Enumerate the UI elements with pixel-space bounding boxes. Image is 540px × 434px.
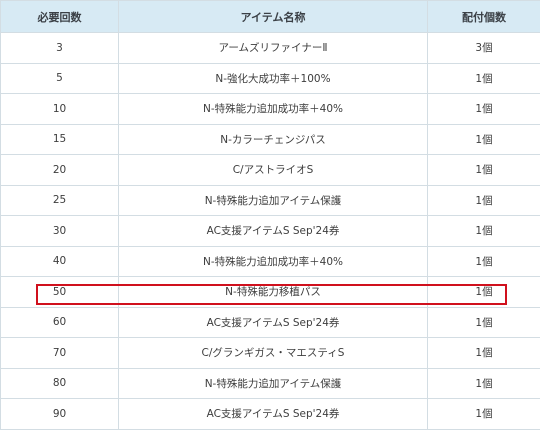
cell-item-name: N-強化大成功率＋100% xyxy=(118,62,428,94)
cell-required-count: 80 xyxy=(0,367,119,399)
cell-required-count: 40 xyxy=(0,245,119,277)
cell-item-name: AC支援アイテムS Sep'24券 xyxy=(118,215,428,247)
cell-quantity: 1個 xyxy=(427,184,540,216)
header-required-count: 必要回数 xyxy=(0,0,119,33)
header-quantity: 配付個数 xyxy=(427,0,540,33)
cell-required-count: 90 xyxy=(0,398,119,430)
cell-quantity: 1個 xyxy=(427,123,540,155)
cell-quantity: 1個 xyxy=(427,93,540,125)
table-row: 40 N-特殊能力追加成功率＋40% 1個 xyxy=(0,245,540,277)
table-row: 25 N-特殊能力追加アイテム保護 1個 xyxy=(0,184,540,216)
cell-required-count: 3 xyxy=(0,32,119,64)
cell-item-name: AC支援アイテムS Sep'24券 xyxy=(118,398,428,430)
cell-required-count: 10 xyxy=(0,93,119,125)
cell-quantity: 1個 xyxy=(427,215,540,247)
cell-required-count: 5 xyxy=(0,62,119,94)
table-header-row: 必要回数 アイテム名称 配付個数 xyxy=(0,0,540,33)
header-item-name: アイテム名称 xyxy=(118,0,428,33)
cell-required-count: 70 xyxy=(0,337,119,369)
cell-item-name: N-特殊能力追加成功率＋40% xyxy=(118,93,428,125)
table-row: 80 N-特殊能力追加アイテム保護 1個 xyxy=(0,367,540,399)
cell-item-name: N-特殊能力追加アイテム保護 xyxy=(118,184,428,216)
cell-item-name: N-カラーチェンジパス xyxy=(118,123,428,155)
table-row: 60 AC支援アイテムS Sep'24券 1個 xyxy=(0,306,540,338)
cell-required-count: 20 xyxy=(0,154,119,186)
cell-item-name: AC支援アイテムS Sep'24券 xyxy=(118,306,428,338)
table-row: 70 C/グランギガス・マエスティS 1個 xyxy=(0,337,540,369)
cell-quantity: 1個 xyxy=(427,367,540,399)
cell-quantity: 3個 xyxy=(427,32,540,64)
cell-required-count: 25 xyxy=(0,184,119,216)
cell-quantity: 1個 xyxy=(427,306,540,338)
table-row: 15 N-カラーチェンジパス 1個 xyxy=(0,123,540,155)
cell-item-name: C/アストライオS xyxy=(118,154,428,186)
table-row: 3 アームズリファイナーⅡ 3個 xyxy=(0,32,540,64)
cell-quantity: 1個 xyxy=(427,62,540,94)
table-row-highlighted: 50 N-特殊能力移植パス 1個 xyxy=(0,276,540,308)
cell-quantity: 1個 xyxy=(427,398,540,430)
cell-required-count: 30 xyxy=(0,215,119,247)
cell-required-count: 60 xyxy=(0,306,119,338)
cell-quantity: 1個 xyxy=(427,245,540,277)
cell-item-name: N-特殊能力移植パス xyxy=(118,276,428,308)
cell-quantity: 1個 xyxy=(427,276,540,308)
cell-required-count: 50 xyxy=(0,276,119,308)
table-row: 90 AC支援アイテムS Sep'24券 1個 xyxy=(0,398,540,430)
table-row: 10 N-特殊能力追加成功率＋40% 1個 xyxy=(0,93,540,125)
cell-item-name: N-特殊能力追加成功率＋40% xyxy=(118,245,428,277)
table-row: 5 N-強化大成功率＋100% 1個 xyxy=(0,62,540,94)
table-row: 20 C/アストライオS 1個 xyxy=(0,154,540,186)
cell-item-name: アームズリファイナーⅡ xyxy=(118,32,428,64)
table-row: 30 AC支援アイテムS Sep'24券 1個 xyxy=(0,215,540,247)
cell-item-name: N-特殊能力追加アイテム保護 xyxy=(118,367,428,399)
cell-required-count: 15 xyxy=(0,123,119,155)
cell-quantity: 1個 xyxy=(427,154,540,186)
cell-item-name: C/グランギガス・マエスティS xyxy=(118,337,428,369)
cell-quantity: 1個 xyxy=(427,337,540,369)
